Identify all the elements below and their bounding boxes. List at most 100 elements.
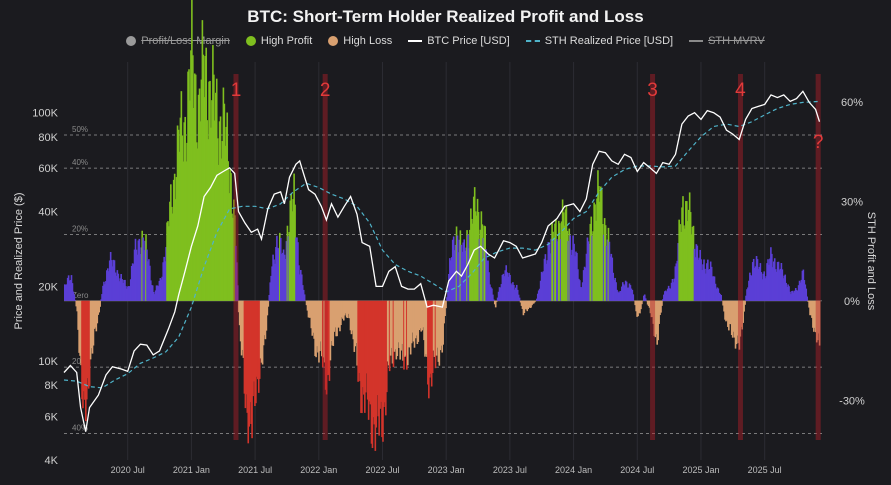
- pnl-bar: [670, 282, 673, 301]
- pnl-bar: [181, 135, 184, 301]
- legend-label: STH MVRV: [708, 35, 765, 47]
- pnl-bar: [653, 300, 656, 336]
- pnl-bar: [390, 300, 393, 348]
- pnl-bar: [391, 300, 394, 364]
- pnl-bar: [278, 248, 280, 301]
- pnl-bar: [560, 221, 563, 301]
- pnl-bar: [276, 235, 278, 301]
- pnl-bar: [246, 300, 249, 413]
- pnl-bar: [232, 217, 234, 301]
- pnl-bar: [491, 288, 493, 301]
- pnl-bar: [222, 87, 225, 301]
- pnl-bar: [619, 291, 621, 301]
- pnl-bar: [704, 268, 706, 301]
- legend-item[interactable]: High Profit: [245, 35, 312, 47]
- pnl-bar: [582, 270, 585, 301]
- pnl-bar: [525, 300, 528, 310]
- pnl-bar: [434, 300, 437, 369]
- pnl-bar: [68, 280, 71, 301]
- pnl-bar: [539, 280, 542, 301]
- pnl-bar: [120, 274, 122, 301]
- pnl-bar: [183, 122, 186, 301]
- pnl-bar: [504, 270, 507, 301]
- pnl-bar: [632, 294, 635, 301]
- pnl-bar: [492, 294, 494, 301]
- pnl-bar: [111, 266, 114, 301]
- pnl-bar: [198, 88, 201, 301]
- pnl-bar: [788, 286, 790, 301]
- pnl-bar: [753, 267, 756, 301]
- pnl-bar: [342, 300, 344, 319]
- pnl-bar: [368, 300, 371, 402]
- legend-item[interactable]: STH Realized Price [USD]: [525, 35, 673, 47]
- pnl-bar: [668, 288, 671, 301]
- pnl-bar: [543, 258, 546, 301]
- pnl-bar: [534, 300, 536, 303]
- pnl-bar: [735, 300, 738, 345]
- legend-item[interactable]: Profit/Loss Margin: [126, 35, 230, 47]
- legend-item[interactable]: STH MVRV: [689, 35, 765, 47]
- pnl-bar: [351, 300, 354, 331]
- pnl-bar: [104, 284, 106, 301]
- legend-item[interactable]: High Loss: [328, 35, 392, 47]
- pnl-bar: [99, 300, 101, 307]
- pnl-bar: [66, 277, 69, 301]
- pnl-bar: [156, 285, 159, 301]
- pnl-bar: [239, 300, 242, 342]
- pnl-bar: [290, 193, 293, 301]
- pnl-bar: [472, 196, 475, 301]
- pnl-bar: [537, 290, 540, 301]
- pnl-bar: [327, 300, 330, 375]
- legend-item[interactable]: BTC Price [USD]: [408, 35, 510, 47]
- pnl-bar: [683, 225, 685, 301]
- pnl-bar: [116, 270, 119, 301]
- pnl-bar: [614, 277, 616, 301]
- pnl-bar: [775, 271, 778, 301]
- pnl-bar: [261, 300, 264, 365]
- pnl-bar: [566, 230, 569, 301]
- pnl-bar: [481, 224, 484, 301]
- pnl-bar: [184, 116, 186, 301]
- pnl-bar: [335, 300, 337, 337]
- pnl-bar: [128, 286, 130, 301]
- pnl-bar: [575, 251, 577, 301]
- pnl-bar: [230, 173, 232, 301]
- pnl-bar: [512, 282, 514, 301]
- pnl-bar: [588, 243, 591, 301]
- x-tick-label: 2025 Jan: [682, 465, 719, 475]
- pnl-bar: [475, 215, 478, 301]
- pnl-bar: [696, 245, 699, 301]
- pnl-bar: [623, 285, 626, 301]
- pnl-bar: [671, 278, 674, 301]
- pnl-bar: [414, 300, 417, 339]
- pnl-bar: [609, 256, 612, 301]
- pnl-bar: [331, 300, 334, 346]
- pnl-bar: [700, 259, 702, 301]
- pnl-bar: [516, 289, 519, 301]
- pnl-bar: [258, 300, 261, 379]
- pnl-bar: [542, 271, 545, 301]
- pnl-bar: [461, 251, 464, 301]
- pnl-bar: [312, 300, 315, 333]
- pnl-bar: [247, 300, 250, 444]
- pnl-bar: [295, 237, 297, 301]
- pnl-bar: [517, 294, 520, 301]
- pnl-bar: [705, 273, 707, 301]
- pnl-bar: [168, 226, 170, 301]
- pnl-bar: [238, 300, 241, 326]
- pnl-bar: [511, 285, 513, 301]
- pnl-bar: [717, 288, 720, 301]
- pnl-bar: [673, 278, 676, 301]
- pnl-bar: [299, 274, 301, 301]
- pnl-bar: [459, 230, 462, 301]
- pnl-bar: [135, 249, 138, 301]
- pnl-bar: [307, 300, 310, 318]
- pnl-bar: [646, 300, 649, 305]
- pnl-bar: [149, 280, 152, 301]
- pnl-bar: [655, 300, 658, 335]
- pnl-bar: [748, 280, 750, 301]
- y-tick-label: 40K: [38, 207, 58, 219]
- pnl-bar: [627, 287, 630, 301]
- ref-line-label: 50%: [72, 125, 88, 134]
- pnl-bar: [389, 300, 392, 356]
